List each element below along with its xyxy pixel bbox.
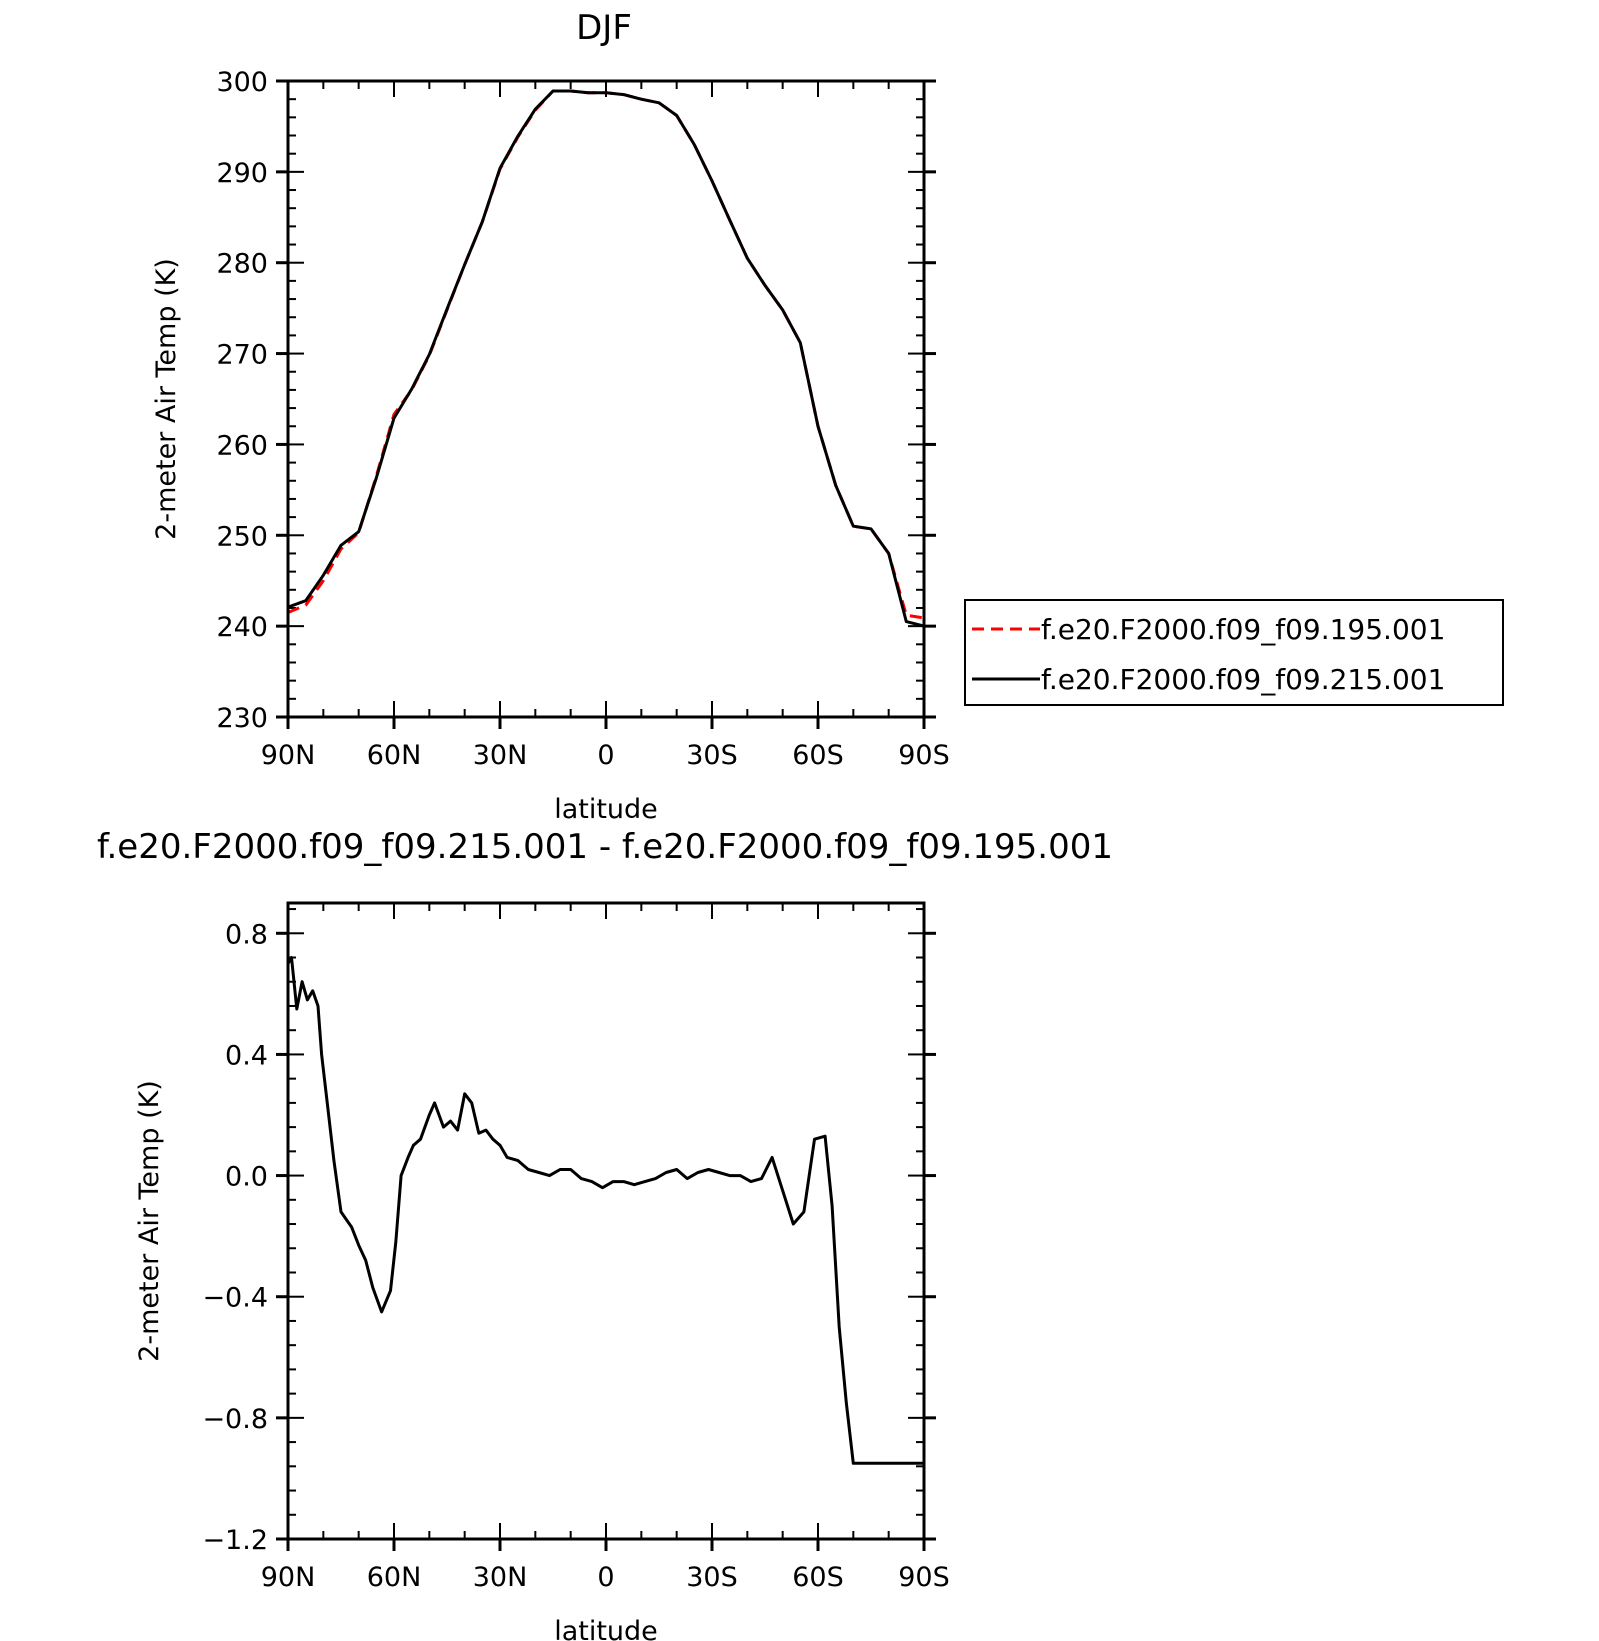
x-tick-label: 30N <box>473 1562 528 1593</box>
x-tick-label: 0 <box>597 740 614 771</box>
top-y-tick-labels: 230 240 250 260 270 280 290 300 <box>216 67 268 734</box>
top-chart-title: DJF <box>576 8 632 48</box>
y-tick-label: 270 <box>216 340 268 371</box>
x-tick-label: 60N <box>367 1562 422 1593</box>
y-tick-label: 0.0 <box>225 1162 268 1193</box>
y-tick-label: −0.8 <box>202 1404 268 1435</box>
top-x-tick-labels: 90N 60N 30N 0 30S 60S 90S <box>261 740 950 771</box>
bottom-chart-title: f.e20.F2000.f09_f09.215.001 - f.e20.F200… <box>97 827 1113 867</box>
y-tick-label: 0.8 <box>225 919 268 950</box>
series-line-2 <box>287 89 925 628</box>
x-tick-label: 90N <box>261 740 316 771</box>
bottom-series-lines <box>286 956 924 1465</box>
legend-label-series-1: f.e20.F2000.f09_f09.195.001 <box>1041 613 1445 646</box>
top-panel-mean-temperature: DJF 230 240 250 260 270 280 290 300 90N 60N 30N 0 3… <box>151 8 1504 825</box>
x-tick-label: 30N <box>473 740 528 771</box>
x-tick-label: 60S <box>792 1562 844 1593</box>
y-tick-label: 230 <box>216 703 268 734</box>
x-tick-label: 90S <box>898 1562 950 1593</box>
top-plot-frame <box>286 79 926 719</box>
bottom-plot-frame <box>286 901 926 1541</box>
legend-label-series-2: f.e20.F2000.f09_f09.215.001 <box>1041 663 1445 696</box>
top-tick-marks <box>276 79 936 729</box>
top-y-axis-label: 2-meter Air Temp (K) <box>151 258 182 540</box>
x-tick-label: 90S <box>898 740 950 771</box>
y-tick-label: 280 <box>216 249 268 280</box>
bottom-x-axis-label: latitude <box>554 1616 658 1641</box>
top-series-lines <box>287 89 925 628</box>
x-tick-label: 90N <box>261 1562 316 1593</box>
series-line-1 <box>286 956 924 1465</box>
bottom-y-tick-labels: −1.2 −0.8 −0.4 0.0 0.4 0.8 <box>202 919 268 1556</box>
x-tick-label: 60S <box>792 740 844 771</box>
x-tick-label: 60N <box>367 740 422 771</box>
legend-box <box>964 599 1504 706</box>
bottom-tick-marks <box>276 903 936 1551</box>
series-line-1 <box>287 89 925 620</box>
bottom-x-tick-labels: 90N 60N 30N 0 30S 60S 90S <box>261 1562 950 1593</box>
x-tick-label: 30S <box>686 740 738 771</box>
y-tick-label: 300 <box>216 67 268 98</box>
y-tick-label: −0.4 <box>202 1283 268 1314</box>
y-tick-label: 250 <box>216 521 268 552</box>
bottom-panel-difference: f.e20.F2000.f09_f09.215.001 - f.e20.F200… <box>97 827 1113 1641</box>
y-tick-label: 240 <box>216 612 268 643</box>
legend: f.e20.F2000.f09_f09.195.001 f.e20.F2000.… <box>964 599 1504 706</box>
y-tick-label: 260 <box>216 430 268 461</box>
x-tick-label: 0 <box>597 1562 614 1593</box>
top-x-axis-label: latitude <box>554 794 658 825</box>
bottom-y-axis-label: 2-meter Air Temp (K) <box>134 1080 165 1362</box>
y-tick-label: 0.4 <box>225 1040 268 1071</box>
x-tick-label: 30S <box>686 1562 738 1593</box>
y-tick-label: 290 <box>216 158 268 189</box>
y-tick-label: −1.2 <box>202 1525 268 1556</box>
